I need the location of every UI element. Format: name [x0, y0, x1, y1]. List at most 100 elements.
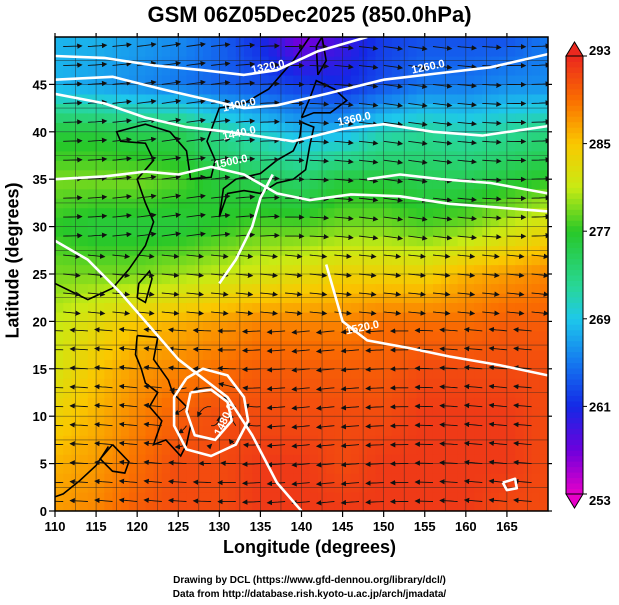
- streamline: [457, 196, 477, 203]
- field-cell: [457, 378, 467, 389]
- field-cell: [498, 321, 508, 332]
- streamline: [315, 405, 335, 411]
- streamline: [432, 140, 453, 146]
- field-cell: [96, 406, 105, 417]
- field-cell: [211, 274, 220, 285]
- field-cell: [334, 321, 344, 332]
- streamline: [358, 291, 377, 297]
- field-cell: [383, 264, 393, 275]
- field-cell: [359, 444, 368, 455]
- streamline: [383, 291, 402, 297]
- field-cell: [260, 207, 270, 218]
- field-cell: [408, 74, 418, 85]
- field-cell: [383, 236, 393, 247]
- colorbar-segment: [566, 77, 583, 84]
- streamline: [260, 194, 280, 201]
- field-cell: [498, 122, 508, 133]
- field-cell: [276, 74, 286, 85]
- field-cell: [170, 122, 179, 133]
- field-cell: [293, 274, 303, 285]
- streamline: [414, 441, 434, 447]
- field-cell: [96, 378, 105, 389]
- field-cell: [227, 264, 237, 275]
- field-cell: [383, 255, 393, 266]
- field-cell: [375, 255, 385, 266]
- colorbar-segment: [566, 253, 583, 260]
- field-cell: [531, 501, 541, 511]
- field-cell: [55, 274, 64, 285]
- field-cell: [170, 501, 179, 511]
- streamline: [143, 440, 162, 447]
- field-cell: [490, 454, 500, 465]
- field-cell: [506, 368, 516, 379]
- streamline: [408, 83, 428, 89]
- field-cell: [227, 160, 237, 171]
- streamline: [488, 345, 507, 352]
- field-cell: [539, 255, 548, 266]
- field-cell: [112, 501, 122, 511]
- field-cell: [293, 255, 303, 266]
- field-cell: [457, 236, 467, 247]
- field-cell: [359, 131, 368, 142]
- field-cell: [128, 112, 138, 123]
- field-cell: [506, 444, 516, 455]
- field-cell: [137, 463, 146, 474]
- field-cell: [416, 226, 426, 237]
- field-cell: [128, 65, 138, 76]
- field-cell: [474, 141, 483, 152]
- field-cell: [96, 65, 105, 76]
- field-cell: [342, 112, 352, 123]
- field-cell: [186, 274, 196, 285]
- field-cell: [342, 283, 352, 294]
- field-cell: [506, 74, 516, 85]
- field-cell: [301, 463, 311, 474]
- field-cell: [375, 112, 385, 123]
- field-cell: [96, 397, 105, 408]
- streamline: [383, 140, 404, 146]
- field-cell: [506, 169, 516, 180]
- streamline: [211, 61, 231, 67]
- field-cell: [498, 444, 508, 455]
- field-cell: [227, 141, 237, 152]
- field-cell: [498, 283, 508, 294]
- field-cell: [359, 103, 368, 114]
- field-cell: [293, 93, 303, 104]
- field-cell: [243, 397, 253, 408]
- field-cell: [87, 198, 97, 209]
- field-cell: [96, 236, 105, 247]
- field-cell: [391, 103, 401, 114]
- field-cell: [482, 283, 492, 294]
- streamline: [414, 460, 434, 466]
- field-cell: [350, 74, 360, 85]
- colorbar-segment: [566, 362, 583, 369]
- field-cell: [400, 368, 409, 379]
- streamline: [186, 231, 206, 237]
- field-cell: [523, 283, 533, 294]
- field-cell: [252, 311, 262, 322]
- streamline: [143, 497, 162, 503]
- field-cell: [359, 416, 368, 427]
- field-cell: [375, 226, 385, 237]
- streamline: [432, 235, 453, 241]
- field-cell: [178, 207, 188, 218]
- streamline: [112, 310, 131, 316]
- field-cell: [227, 103, 237, 114]
- field-cell: [137, 435, 146, 446]
- field-cell: [424, 463, 434, 474]
- field-cell: [432, 131, 442, 142]
- field-cell: [202, 473, 212, 484]
- field-cell: [293, 416, 303, 427]
- streamline: [118, 421, 138, 428]
- field-cell: [531, 112, 541, 123]
- streamline: [457, 158, 477, 165]
- streamline: [334, 310, 352, 316]
- height-contour: [218, 173, 274, 285]
- field-cell: [367, 37, 377, 48]
- streamline: [260, 213, 280, 220]
- field-cell: [301, 501, 311, 511]
- y-tick-label: 30: [33, 220, 47, 235]
- field-cell: [211, 37, 220, 48]
- field-cell: [391, 416, 401, 427]
- field-cell: [326, 283, 335, 294]
- streamline: [161, 79, 182, 86]
